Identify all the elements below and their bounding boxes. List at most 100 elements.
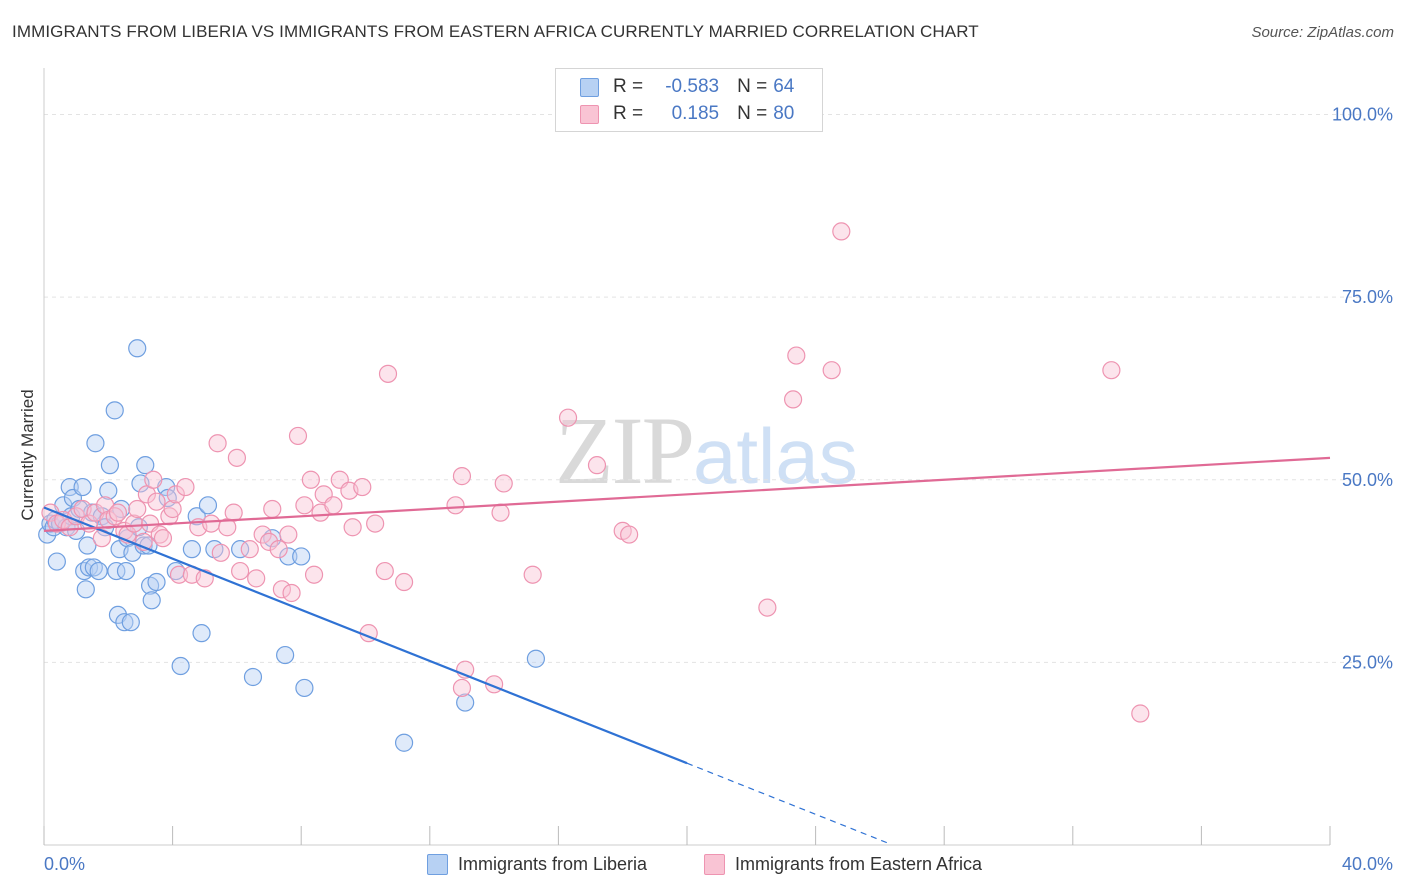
data-point-pink [224, 503, 243, 522]
trend-line-blue [43, 506, 688, 765]
data-point-pink [176, 477, 195, 497]
data-point-pink [523, 565, 542, 584]
data-point-pink [375, 561, 394, 581]
data-point-blue [47, 552, 66, 571]
data-point-blue [295, 678, 314, 698]
trend-lines [43, 456, 1331, 845]
series-swatch-eastern-africa [704, 853, 725, 875]
legend-n-value: 64 [773, 76, 795, 97]
data-point-pink [269, 540, 288, 559]
data-point-pink [452, 467, 472, 486]
data-point-pink [787, 346, 806, 365]
watermark-zip: ZIP [555, 397, 695, 504]
data-point-pink [494, 474, 513, 493]
y-tick-label: 100.0% [1332, 105, 1393, 125]
data-point-blue [128, 339, 147, 358]
data-point-blue [78, 536, 97, 555]
data-point-pink [227, 448, 246, 467]
data-point-blue [99, 481, 118, 500]
series-name-liberia: Immigrants from Liberia [458, 853, 648, 874]
data-point-blue [105, 401, 124, 420]
data-point-pink [124, 514, 144, 533]
data-point-blue [116, 561, 136, 581]
data-point-pink [301, 470, 320, 489]
data-point-pink [343, 518, 362, 537]
data-point-pink [166, 485, 185, 504]
data-point-pink [758, 598, 777, 617]
data-point-pink [279, 525, 298, 544]
data-point-pink [353, 477, 372, 497]
data-point-pink [446, 496, 465, 515]
data-point-blue [394, 733, 414, 752]
data-point-pink [144, 470, 163, 489]
data-point-pink [288, 426, 308, 446]
legend-row-liberia: R = -0.583 N = 64 [580, 75, 794, 99]
grid [44, 114, 1360, 663]
data-point-pink [558, 408, 578, 427]
data-point-blue [292, 547, 311, 566]
data-point-pink [587, 456, 607, 475]
data-point-blue [121, 613, 140, 632]
data-point-pink [272, 580, 292, 599]
legend-r-value: -0.583 [665, 76, 720, 97]
data-point-pink [832, 222, 851, 241]
data-point-blue [276, 645, 295, 665]
data-point-blue [86, 434, 105, 453]
data-point-pink [295, 496, 314, 515]
data-point-pink [1131, 704, 1150, 723]
data-point-pink [147, 492, 166, 511]
data-point-pink [253, 525, 272, 544]
legend-n-value: 80 [773, 103, 795, 124]
data-point-pink [1102, 361, 1121, 380]
data-point-pink [153, 529, 173, 548]
data-point-blue [60, 477, 79, 497]
data-point-blue [171, 656, 190, 676]
data-point-blue [89, 561, 108, 581]
legend-swatch-liberia [580, 77, 599, 97]
series-name-eastern-africa: Immigrants from Eastern Africa [735, 853, 983, 874]
legend-r-label: R = [613, 76, 644, 97]
data-point-blue [107, 561, 126, 581]
data-point-pink [822, 361, 841, 380]
source-credit: Source: ZipAtlas.com [1251, 24, 1394, 41]
data-point-blue [115, 613, 134, 632]
data-point-pink [163, 499, 182, 519]
data-point-blue [100, 456, 120, 475]
data-point-pink [128, 499, 147, 519]
legend-swatch-eastern-africa [580, 104, 599, 124]
data-point-pink [491, 503, 510, 522]
data-point-pink [378, 364, 398, 383]
data-point-blue [198, 496, 218, 515]
data-point-blue [142, 591, 161, 610]
series-legend-eastern-africa: Immigrants from Eastern Africa [704, 852, 982, 876]
y-tick-label: 50.0% [1342, 470, 1393, 490]
legend-r-value: 0.185 [671, 103, 720, 124]
data-point-pink [263, 499, 282, 519]
data-point-pink [211, 543, 230, 562]
data-point-pink [231, 561, 250, 581]
data-point-blue [182, 540, 201, 559]
data-point-blue [192, 624, 211, 643]
data-point-pink [282, 583, 301, 603]
correlation-legend: R = -0.583 N = 64 R = 0.185 N = 80 [555, 68, 823, 132]
data-point-pink [259, 532, 279, 551]
data-point-blue [231, 540, 250, 559]
data-point-pink [240, 540, 259, 559]
legend-n-label: N = [737, 103, 768, 124]
data-point-blue [279, 547, 298, 566]
data-point-blue [526, 649, 545, 668]
data-points [38, 222, 1150, 752]
data-point-pink [108, 503, 128, 522]
data-point-pink [452, 678, 472, 698]
axes [43, 68, 1331, 846]
data-point-pink [208, 434, 227, 453]
tick-labels: 25.0% 50.0% 75.0% 100.0% 0.0% 40.0% [44, 105, 1393, 874]
data-point-blue [73, 477, 92, 497]
y-tick-label: 75.0% [1342, 287, 1393, 307]
data-point-pink [304, 565, 324, 584]
data-point-pink [620, 525, 639, 544]
data-point-pink [366, 514, 385, 533]
trend-line-pink [43, 456, 1331, 532]
legend-r-label: R = [613, 103, 644, 124]
